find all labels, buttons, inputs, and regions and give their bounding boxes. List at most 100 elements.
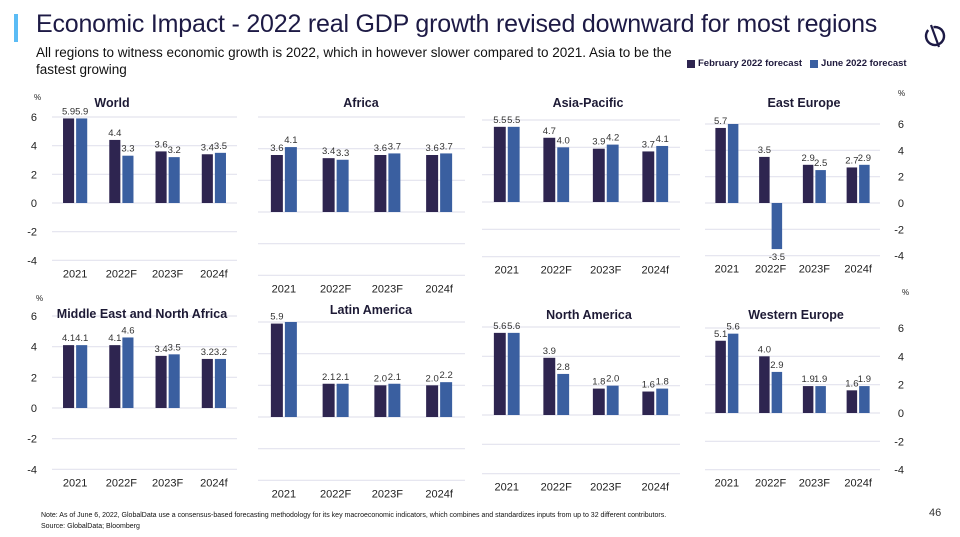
north-america-data-label: 5.6 bbox=[493, 321, 506, 332]
western-europe-y-tick-label: 0 bbox=[898, 408, 904, 420]
middle-east-and-north-africa-bar-february bbox=[155, 355, 167, 408]
world-data-label: 3.5 bbox=[214, 141, 227, 152]
middle-east-and-north-africa-data-label: 3.4 bbox=[154, 344, 167, 355]
world-data-label: 3.4 bbox=[201, 142, 214, 153]
latin-america-bar-february bbox=[270, 323, 283, 417]
world-y-tick-label: 6 bbox=[31, 112, 37, 124]
africa-bar-june bbox=[388, 153, 401, 212]
legend-label-february: February 2022 forecast bbox=[698, 58, 803, 69]
western-europe-data-label: 2.9 bbox=[770, 360, 783, 371]
east-europe-y-tick-label: -4 bbox=[894, 251, 904, 263]
africa-data-label: 3.6 bbox=[270, 143, 283, 154]
page-number: 46 bbox=[929, 507, 942, 519]
east-europe-x-tick-label: 2021 bbox=[715, 264, 739, 276]
asia-pacific-data-label: 3.7 bbox=[642, 139, 655, 150]
world-bar-june bbox=[168, 157, 180, 203]
north-america-x-tick-label: 2023F bbox=[590, 482, 621, 494]
legend-label-june: June 2022 forecast bbox=[821, 58, 907, 69]
asia-pacific-bar-february bbox=[493, 126, 506, 202]
world-data-label: 3.2 bbox=[168, 145, 181, 156]
western-europe-data-label: 1.9 bbox=[814, 374, 827, 385]
east-europe-bar-june bbox=[727, 124, 739, 203]
asia-pacific-x-tick-label: 2023F bbox=[590, 265, 621, 277]
asia-pacific-x-tick-label: 2024f bbox=[641, 265, 669, 277]
world-y-tick-label: 0 bbox=[31, 198, 37, 210]
asia-pacific-data-label: 5.5 bbox=[507, 115, 520, 126]
western-europe-bar-june bbox=[859, 386, 870, 413]
latin-america-bar-february bbox=[426, 385, 439, 417]
middle-east-and-north-africa-data-label: 3.2 bbox=[214, 347, 227, 358]
page-title: Economic Impact - 2022 real GDP growth r… bbox=[36, 10, 878, 38]
world-y-unit-label: % bbox=[34, 93, 41, 102]
africa-data-label: 3.6 bbox=[426, 143, 439, 154]
north-america-bar-february bbox=[592, 388, 605, 415]
east-europe-y-tick-label: 2 bbox=[898, 172, 904, 184]
western-europe-data-label: 1.6 bbox=[845, 378, 858, 389]
chart-legend: February 2022 forecast June 2022 forecas… bbox=[687, 58, 907, 69]
legend-swatch-june bbox=[810, 59, 819, 68]
middle-east-and-north-africa-bar-february bbox=[201, 358, 213, 408]
east-europe-bar-june bbox=[771, 203, 783, 250]
north-america-bar-june bbox=[557, 373, 570, 415]
western-europe-data-label: 5.6 bbox=[727, 322, 740, 333]
western-europe-y-tick-label: 4 bbox=[898, 351, 904, 363]
east-europe-y-tick-label: 4 bbox=[898, 145, 904, 157]
africa-x-tick-label: 2022F bbox=[320, 283, 351, 295]
asia-pacific-data-label: 3.9 bbox=[592, 137, 605, 148]
africa-data-label: 4.1 bbox=[284, 135, 297, 146]
east-europe-bar-february bbox=[846, 167, 858, 203]
middle-east-and-north-africa-y-tick-label: 0 bbox=[31, 403, 37, 415]
asia-pacific-bar-february bbox=[642, 151, 655, 202]
world-x-tick-label: 2023F bbox=[152, 268, 183, 280]
middle-east-and-north-africa-chart-title: Middle East and North Africa bbox=[57, 307, 228, 321]
latin-america-data-label: 2.1 bbox=[388, 372, 401, 383]
east-europe-bar-june bbox=[815, 170, 826, 203]
east-europe-y-tick-label: 0 bbox=[898, 198, 904, 210]
western-europe-data-label: 5.1 bbox=[714, 329, 727, 340]
asia-pacific-x-tick-label: 2022F bbox=[541, 265, 572, 277]
latin-america-data-label: 2.0 bbox=[426, 373, 439, 384]
middle-east-and-north-africa-data-label: 4.1 bbox=[108, 333, 121, 344]
north-america-bar-february bbox=[493, 332, 506, 415]
asia-pacific-data-label: 4.1 bbox=[656, 134, 669, 145]
middle-east-and-north-africa-data-label: 4.1 bbox=[62, 333, 75, 344]
africa-data-label: 3.7 bbox=[388, 141, 401, 152]
africa-data-label: 3.6 bbox=[374, 143, 387, 154]
asia-pacific-x-tick-label: 2021 bbox=[495, 265, 519, 277]
africa-bar-february bbox=[270, 155, 283, 212]
asia-pacific-chart-title: Asia-Pacific bbox=[553, 96, 624, 110]
world-data-label: 4.4 bbox=[108, 128, 121, 139]
western-europe-bar-june bbox=[727, 333, 739, 413]
world-bar-february bbox=[155, 151, 167, 203]
western-europe-bar-june bbox=[815, 386, 826, 413]
asia-pacific-data-label: 4.2 bbox=[606, 133, 619, 144]
north-america-data-label: 1.8 bbox=[656, 377, 669, 388]
western-europe-bar-june bbox=[771, 371, 783, 413]
western-europe-y-unit-label: % bbox=[902, 288, 909, 297]
asia-pacific-bar-february bbox=[543, 137, 556, 202]
north-america-data-label: 1.8 bbox=[592, 377, 605, 388]
east-europe-data-label: 5.7 bbox=[714, 116, 727, 127]
latin-america-x-tick-label: 2022F bbox=[320, 488, 351, 500]
world-data-label: 5.9 bbox=[75, 106, 88, 117]
middle-east-and-north-africa-y-tick-label: 2 bbox=[31, 372, 37, 384]
north-america-x-tick-label: 2021 bbox=[495, 482, 519, 494]
africa-data-label: 3.4 bbox=[322, 146, 335, 157]
western-europe-bar-february bbox=[846, 390, 858, 413]
title-accent-bar bbox=[14, 14, 18, 42]
legend-item-june: June 2022 forecast bbox=[810, 58, 907, 69]
north-america-bar-june bbox=[606, 385, 619, 415]
africa-bar-february bbox=[374, 155, 387, 212]
east-europe-bar-february bbox=[759, 156, 770, 203]
world-data-label: 5.9 bbox=[62, 106, 75, 117]
east-europe-y-unit-label: % bbox=[898, 89, 905, 98]
east-europe-data-label: 3.5 bbox=[758, 145, 771, 156]
latin-america-bar-june bbox=[284, 322, 297, 417]
east-europe-bar-february bbox=[715, 127, 726, 203]
middle-east-and-north-africa-y-unit-label: % bbox=[36, 294, 43, 303]
middle-east-and-north-africa-y-tick-label: -2 bbox=[27, 434, 37, 446]
legend-item-february: February 2022 forecast bbox=[687, 58, 802, 69]
north-america-x-tick-label: 2022F bbox=[541, 482, 572, 494]
world-y-tick-label: 2 bbox=[31, 169, 37, 181]
